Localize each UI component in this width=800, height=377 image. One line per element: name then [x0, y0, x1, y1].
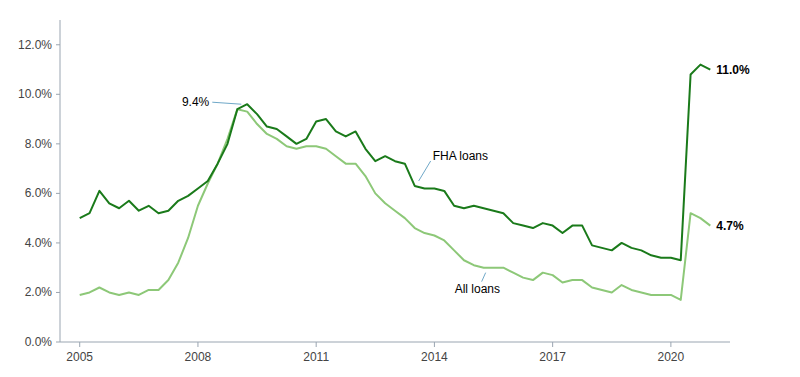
y-tick-label: 10.0% — [18, 87, 52, 101]
x-tick — [316, 342, 317, 347]
x-tick-label: 2008 — [185, 350, 212, 364]
y-tick — [56, 292, 60, 293]
x-tick-label: 2017 — [539, 350, 566, 364]
y-tick-label: 0.0% — [25, 335, 53, 349]
y-tick — [56, 193, 60, 194]
y-axis-line — [60, 20, 61, 342]
annotation: 4.7% — [716, 219, 744, 233]
y-tick-label: 8.0% — [25, 137, 53, 151]
x-tick — [434, 342, 435, 347]
annotation: 11.0% — [716, 63, 750, 77]
annotation: All loans — [455, 282, 500, 296]
y-tick — [56, 143, 60, 144]
y-tick — [56, 94, 60, 95]
x-tick — [79, 342, 80, 347]
leader-line — [212, 102, 241, 104]
y-tick — [56, 44, 60, 45]
y-tick-label: 12.0% — [18, 38, 52, 52]
y-tick — [56, 242, 60, 243]
chart: 2005 2008 2011 2014 2017 2020 0.0% 2.0% 4.0% 6.0%… — [0, 0, 800, 377]
x-tick — [552, 342, 553, 347]
x-tick — [197, 342, 198, 347]
annotations: 9.4% FHA loans All loans 11.0% 4.7% — [182, 63, 750, 296]
x-tick-label: 2011 — [303, 350, 329, 364]
annotation: 9.4% — [182, 95, 210, 109]
x-axis-line — [60, 342, 730, 343]
x-tick-label: 2005 — [66, 350, 93, 364]
line — [80, 65, 711, 261]
axes: 2005 2008 2011 2014 2017 2020 0.0% 2.0% 4.0% 6.0%… — [18, 20, 730, 364]
x-tick — [670, 342, 671, 347]
x-tick-label: 2020 — [658, 350, 685, 364]
lines — [80, 65, 711, 300]
y-tick — [56, 342, 60, 343]
y-tick-label: 4.0% — [25, 236, 53, 250]
leader-line — [482, 273, 486, 282]
y-tick-label: 2.0% — [25, 285, 53, 299]
y-tick-label: 6.0% — [25, 186, 53, 200]
leader-line — [419, 161, 431, 181]
annotation: FHA loans — [433, 149, 488, 163]
x-tick-label: 2014 — [421, 350, 448, 364]
